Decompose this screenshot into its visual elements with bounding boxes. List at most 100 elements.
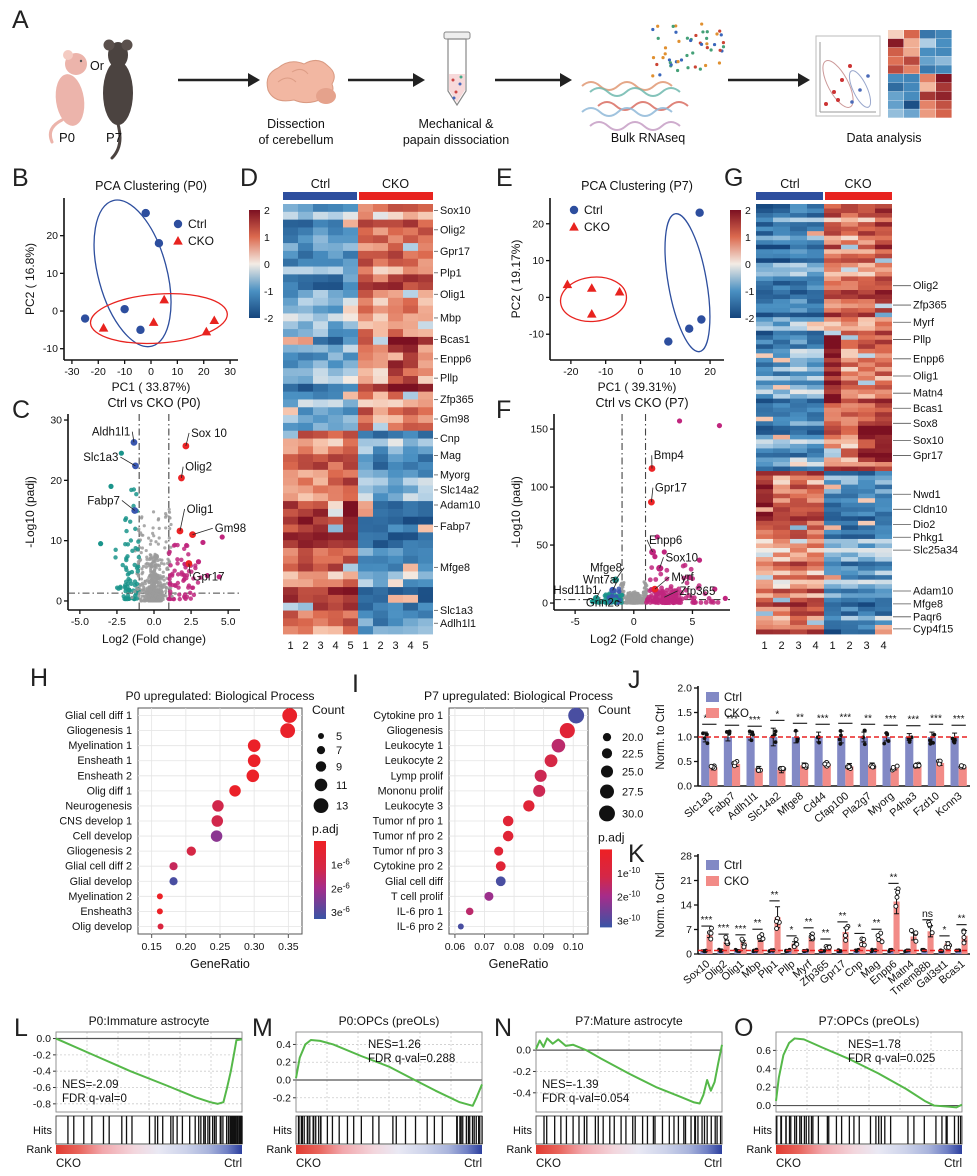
svg-text:***: ***: [885, 714, 897, 725]
svg-text:1: 1: [287, 640, 293, 652]
svg-text:10: 10: [46, 268, 58, 280]
svg-text:Ensheath 1: Ensheath 1: [77, 755, 132, 767]
svg-text:CKO: CKO: [844, 177, 871, 191]
svg-text:2: 2: [745, 205, 751, 217]
svg-text:100: 100: [530, 482, 548, 494]
stage-label-dissection-1: Dissection: [267, 117, 325, 131]
svg-text:0.0: 0.0: [276, 1075, 291, 1087]
svg-text:Olig2: Olig2: [440, 224, 465, 236]
svg-text:Gpr17: Gpr17: [440, 246, 470, 258]
svg-text:-0.8: -0.8: [33, 1098, 51, 1110]
svg-text:0: 0: [538, 292, 544, 304]
svg-text:Ctrl: Ctrl: [224, 1158, 242, 1170]
panel-label-d: D: [240, 164, 259, 192]
svg-text:***: ***: [703, 713, 715, 724]
svg-text:Enpp6: Enpp6: [440, 353, 471, 365]
svg-text:-2.5: -2.5: [108, 616, 126, 628]
svg-text:***: ***: [735, 924, 747, 935]
svg-text:**: **: [864, 713, 872, 724]
svg-text:3: 3: [317, 640, 323, 652]
svg-text:P7:Mature astrocyte: P7:Mature astrocyte: [575, 1014, 683, 1028]
svg-text:Enpp6: Enpp6: [649, 535, 682, 547]
svg-text:NES=-2.09: NES=-2.09: [62, 1079, 119, 1091]
svg-text:**: **: [754, 918, 762, 929]
svg-text:1e-6: 1e-6: [331, 858, 350, 872]
svg-text:Mag: Mag: [440, 450, 461, 462]
svg-text:NES=-1.39: NES=-1.39: [542, 1079, 599, 1091]
svg-text:Ctrl: Ctrl: [188, 217, 207, 231]
svg-text:28: 28: [680, 851, 692, 863]
svg-text:Rank: Rank: [506, 1144, 532, 1156]
svg-text:Matn4: Matn4: [913, 388, 943, 400]
svg-text:0: 0: [631, 616, 637, 628]
svg-text:30: 30: [224, 366, 236, 378]
svg-text:CKO: CKO: [188, 234, 214, 248]
svg-text:0.06: 0.06: [445, 941, 466, 953]
svg-text:0: 0: [745, 259, 751, 271]
svg-text:P0:OPCs (preOLs): P0:OPCs (preOLs): [339, 1014, 440, 1028]
svg-text:Myelination 2: Myelination 2: [68, 891, 132, 903]
svg-text:Olig diff 1: Olig diff 1: [87, 785, 132, 797]
svg-text:Bmp4: Bmp4: [654, 450, 685, 462]
svg-text:25.0: 25.0: [622, 767, 643, 779]
workflow-art: [48, 22, 952, 160]
svg-text:Ctrl: Ctrl: [704, 1158, 722, 1170]
svg-text:P0 upregulated: Biological Pro: P0 upregulated: Biological Process: [125, 689, 314, 703]
svg-text:Slc25a34: Slc25a34: [913, 545, 958, 557]
stage-label-mech-2: papain dissociation: [403, 133, 509, 147]
svg-text:0.6: 0.6: [756, 1045, 771, 1057]
svg-text:1: 1: [745, 232, 751, 244]
svg-text:FDR q-val=0: FDR q-val=0: [62, 1093, 127, 1105]
svg-text:***: ***: [817, 713, 829, 724]
svg-text:Gliogenesis 1: Gliogenesis 1: [67, 725, 132, 737]
svg-text:**: **: [958, 914, 966, 925]
svg-text:0: 0: [638, 366, 644, 378]
svg-text:1: 1: [264, 232, 270, 244]
svg-text:Phkg1: Phkg1: [913, 532, 944, 544]
svg-text:-20: -20: [91, 366, 106, 378]
svg-text:FDR q-val=0.054: FDR q-val=0.054: [542, 1093, 630, 1105]
svg-text:Hits: Hits: [513, 1125, 532, 1137]
panel-label-o: O: [734, 1014, 754, 1042]
svg-text:-10: -10: [117, 366, 132, 378]
svg-text:P7 upregulated: Biological Pro: P7 upregulated: Biological Process: [424, 689, 613, 703]
svg-text:0.4: 0.4: [756, 1063, 771, 1075]
svg-text:Sox10: Sox10: [913, 435, 944, 447]
svg-text:-1: -1: [264, 286, 273, 298]
svg-text:Olig develop: Olig develop: [72, 921, 132, 933]
svg-text:***: ***: [839, 712, 851, 723]
svg-text:Hits: Hits: [33, 1125, 52, 1137]
tube-icon: [443, 31, 471, 107]
svg-text:Ctrl: Ctrl: [724, 692, 742, 704]
svg-text:Neurogenesis: Neurogenesis: [65, 800, 132, 812]
panel-a-workflow: P0 P7 Or Dissection of cerebellum Mechan…: [48, 22, 952, 160]
svg-text:2.5: 2.5: [184, 616, 199, 628]
svg-text:5: 5: [422, 640, 428, 652]
svg-text:0: 0: [52, 306, 58, 318]
svg-text:Dio2: Dio2: [913, 519, 935, 531]
svg-text:**: **: [839, 911, 847, 922]
svg-text:Enpp6: Enpp6: [913, 353, 944, 365]
panel-label-a: A: [12, 6, 29, 34]
svg-text:0.07: 0.07: [474, 941, 495, 953]
svg-text:2: 2: [778, 640, 784, 652]
svg-text:-30: -30: [64, 366, 79, 378]
svg-text:Mfge8: Mfge8: [590, 563, 622, 575]
svg-text:Tumor nf pro 3: Tumor nf pro 3: [373, 846, 443, 858]
svg-text:Myorg: Myorg: [440, 469, 470, 481]
svg-text:Ensheath 2: Ensheath 2: [77, 770, 132, 782]
svg-text:NES=1.26: NES=1.26: [368, 1039, 421, 1051]
panel-label-n: N: [494, 1014, 513, 1042]
svg-text:PC2 ( 19.17%): PC2 ( 19.17%): [509, 240, 523, 319]
svg-text:0.4: 0.4: [276, 1039, 291, 1051]
arrow-icon: [728, 73, 810, 87]
volcano-p0-plot: Ctrl vs CKO (P0) -5.0 -2.5 0.0 2.5 5.0 0 10 20 30…: [23, 396, 246, 646]
svg-text:**: **: [873, 918, 881, 929]
svg-text:Ensheath3: Ensheath3: [80, 906, 132, 918]
gsea-p0-opcs: P0:OPCs (preOLs) 0.4 0.2 0.0 -0.2 NES=1.26 FDR…: [266, 1014, 483, 1170]
svg-text:5: 5: [336, 731, 342, 743]
svg-text:13: 13: [336, 801, 348, 813]
